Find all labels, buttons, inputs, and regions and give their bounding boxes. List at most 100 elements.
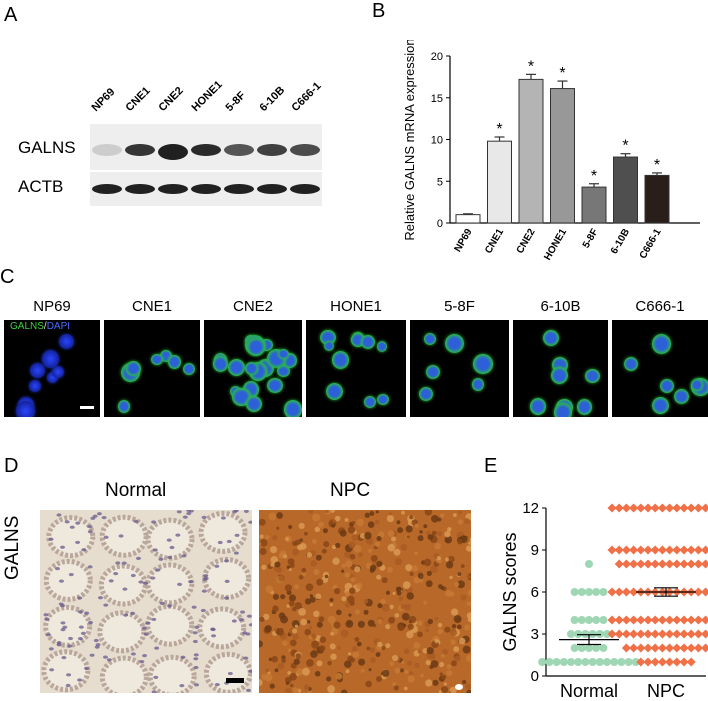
- stained-cell: [407, 675, 415, 683]
- nucleus: [43, 613, 49, 617]
- stained-cell: [334, 515, 341, 522]
- stained-cell: [423, 524, 428, 529]
- cell: [424, 333, 437, 346]
- stained-cell: [425, 628, 430, 633]
- stained-cell: [274, 668, 279, 673]
- stained-cell: [385, 624, 391, 630]
- stained-cell: [367, 619, 375, 627]
- stained-cell: [307, 689, 313, 693]
- nucleus: [194, 683, 200, 687]
- cell: [29, 362, 45, 378]
- stained-cell: [434, 617, 439, 621]
- stained-cell: [306, 552, 313, 558]
- bar: [644, 174, 670, 224]
- nucleus: [68, 572, 74, 577]
- cell: [659, 378, 674, 393]
- stained-cell: [292, 540, 298, 546]
- stained-cell: [451, 660, 457, 667]
- nucleus: [108, 579, 114, 583]
- if-cell-line-label: CNE2: [232, 298, 273, 315]
- stained-cell: [400, 603, 406, 610]
- nucleus: [224, 579, 230, 583]
- stained-cell: [393, 548, 401, 556]
- stained-cell: [423, 558, 432, 567]
- stained-cell: [417, 572, 424, 579]
- stained-cell: [351, 646, 358, 652]
- data-point: [621, 545, 631, 555]
- stained-cell: [337, 646, 341, 650]
- data-point: [672, 503, 682, 513]
- actb-band: [158, 184, 188, 194]
- data-point: [603, 658, 611, 666]
- data-point: [657, 657, 667, 667]
- data-point: [614, 615, 624, 625]
- nucleus: [101, 515, 107, 520]
- bar: [455, 214, 481, 224]
- stained-cell: [443, 682, 447, 686]
- nucleus: [180, 655, 186, 659]
- nucleus: [186, 511, 192, 516]
- stained-cell: [292, 633, 299, 640]
- galns-band: [125, 144, 155, 156]
- if-image: [104, 320, 200, 417]
- stained-cell: [449, 686, 457, 693]
- data-point: [636, 503, 646, 513]
- data-point: [585, 560, 593, 568]
- stained-cell: [269, 546, 278, 554]
- data-point: [693, 629, 703, 639]
- data-point: [581, 630, 590, 638]
- stained-cell: [359, 533, 366, 539]
- stained-cell: [404, 686, 408, 691]
- data-point: [679, 643, 689, 653]
- data-point: [567, 630, 575, 638]
- cell: [331, 351, 350, 369]
- data-point: [581, 658, 590, 666]
- nucleus: [200, 608, 206, 613]
- stained-cell: [287, 671, 292, 675]
- stained-cell: [289, 563, 295, 569]
- stained-cell: [288, 568, 292, 572]
- stained-cell: [288, 594, 297, 602]
- stained-cell: [452, 513, 457, 517]
- stained-cell: [264, 673, 273, 682]
- nucleus: [217, 540, 223, 545]
- stained-cell: [344, 602, 351, 608]
- stained-cell: [413, 576, 421, 584]
- stained-cell: [369, 511, 375, 517]
- nucleus: [84, 611, 90, 615]
- stained-cell: [331, 523, 335, 528]
- stained-cell: [401, 510, 405, 515]
- data-point: [665, 503, 675, 513]
- stained-cell: [445, 589, 452, 597]
- stained-cell: [319, 636, 327, 643]
- stained-cell: [259, 616, 265, 622]
- data-point: [679, 657, 689, 667]
- stained-cell: [294, 624, 299, 628]
- stained-cell: [438, 661, 445, 668]
- stained-cell: [348, 541, 356, 549]
- stained-cell: [451, 624, 457, 629]
- stained-cell: [417, 535, 424, 542]
- nucleus: [62, 625, 68, 629]
- stained-cell: [363, 598, 369, 604]
- galns-band: [191, 144, 221, 156]
- mrna-expression-bar-chart: 0 5 10 15 20 Relative GALNS mRNA expression NP…: [402, 40, 700, 262]
- stained-cell: [414, 662, 420, 668]
- stained-cell: [313, 610, 320, 618]
- gland: [43, 558, 93, 602]
- cell: [41, 350, 60, 368]
- data-point: [672, 657, 682, 667]
- stained-cell: [403, 648, 410, 655]
- nucleus: [186, 510, 192, 512]
- stained-cell: [281, 658, 287, 663]
- data-point: [614, 629, 624, 639]
- stained-cell: [404, 669, 409, 675]
- stained-cell: [381, 577, 388, 584]
- stained-cell: [272, 593, 280, 600]
- nucleus: [154, 646, 160, 650]
- data-point: [650, 615, 660, 625]
- stained-cell: [422, 648, 428, 654]
- data-point: [672, 559, 682, 569]
- cell: [553, 403, 573, 417]
